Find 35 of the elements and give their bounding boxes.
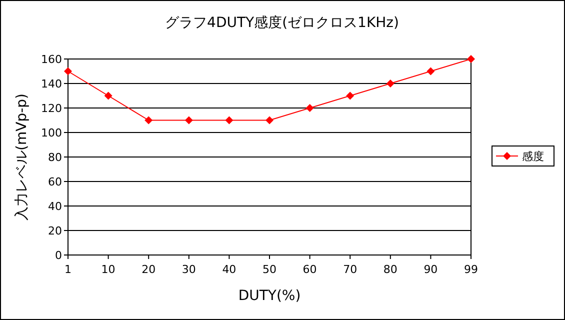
x-tick-label: 1 xyxy=(64,263,72,276)
point xyxy=(144,116,153,124)
point xyxy=(386,80,394,88)
y-tick-label: 20 xyxy=(48,224,62,238)
x-axis-title: DUTY(%) xyxy=(238,288,301,304)
x-tick-label: 99 xyxy=(464,263,478,276)
y-tick-label: 100 xyxy=(41,126,62,140)
legend-label: 感度 xyxy=(522,150,544,163)
x-tick-label: 80 xyxy=(383,263,398,276)
x-tick-label: 30 xyxy=(182,263,196,276)
chart-title: グラフ4DUTY感度(ゼロクロス1KHz) xyxy=(165,15,399,31)
point xyxy=(64,67,72,76)
y-tick-label: 140 xyxy=(41,78,62,90)
y-tick-label: 80 xyxy=(48,151,62,164)
x-tick-label: 70 xyxy=(343,263,358,276)
x-tick-label: 10 xyxy=(101,263,116,276)
x-tick-label: 60 xyxy=(302,263,317,276)
x-tick-label: 50 xyxy=(262,263,276,276)
y-tick-label: 60 xyxy=(48,176,62,188)
point xyxy=(104,92,112,100)
point xyxy=(426,67,435,76)
y-axis-title: 入力レベル(mVp-p) xyxy=(14,94,30,220)
point xyxy=(467,55,475,63)
point xyxy=(184,116,193,124)
x-tick-label: 40 xyxy=(222,263,236,276)
y-tick-label: 40 xyxy=(48,200,62,213)
point xyxy=(266,116,274,124)
x-tick-label: 90 xyxy=(424,263,438,276)
y-tick-label: 160 xyxy=(41,53,62,66)
point xyxy=(306,104,314,112)
point xyxy=(346,92,354,100)
x-tick-label: 20 xyxy=(142,263,156,276)
point xyxy=(225,116,234,124)
y-tick-label: 0 xyxy=(55,249,62,262)
y-tick-label: 120 xyxy=(41,102,62,115)
